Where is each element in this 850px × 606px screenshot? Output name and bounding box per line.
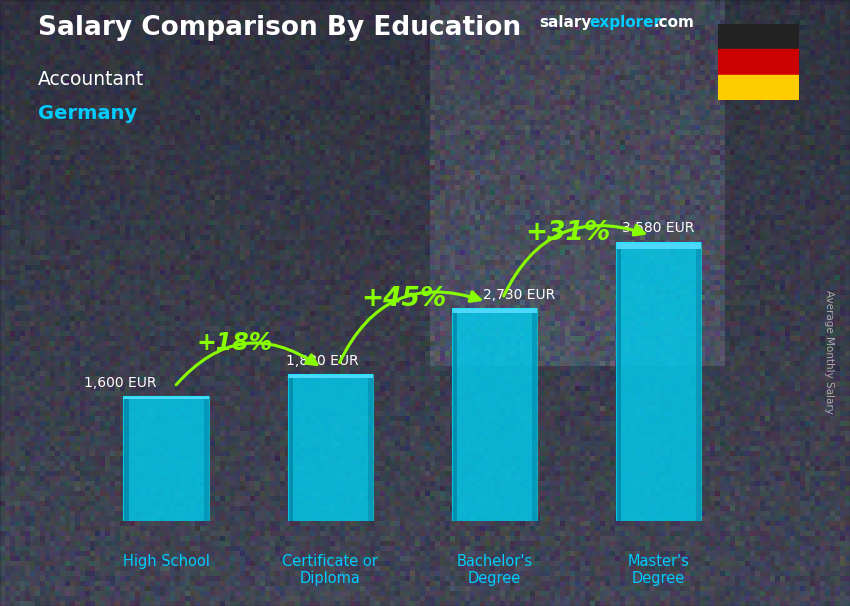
Text: 3,580 EUR: 3,580 EUR — [622, 221, 694, 235]
Text: 1,880 EUR: 1,880 EUR — [286, 354, 359, 368]
Bar — [718, 24, 799, 50]
Bar — [615, 242, 701, 248]
Text: 1,600 EUR: 1,600 EUR — [84, 376, 156, 390]
Bar — [287, 375, 292, 521]
Text: High School: High School — [122, 554, 210, 569]
Text: salary: salary — [540, 15, 592, 30]
Bar — [123, 396, 209, 521]
Text: Master's
Degree: Master's Degree — [627, 554, 689, 587]
Bar — [123, 396, 128, 521]
Text: Accountant: Accountant — [38, 70, 144, 88]
Bar — [615, 242, 701, 521]
Bar — [532, 308, 537, 521]
Text: Salary Comparison By Education: Salary Comparison By Education — [38, 15, 521, 41]
Bar — [287, 375, 373, 521]
Bar — [287, 375, 373, 521]
Text: Average Monthly Salary: Average Monthly Salary — [824, 290, 834, 413]
Text: 2,730 EUR: 2,730 EUR — [483, 288, 555, 302]
Bar — [287, 375, 373, 378]
Bar — [204, 396, 209, 521]
Bar — [451, 308, 537, 313]
Bar — [615, 242, 620, 521]
Text: Certificate or
Diploma: Certificate or Diploma — [282, 554, 378, 587]
Bar — [368, 375, 373, 521]
Bar — [718, 50, 799, 75]
Bar — [451, 308, 456, 521]
Bar — [718, 75, 799, 100]
Bar — [123, 396, 209, 521]
Text: Bachelor's
Degree: Bachelor's Degree — [456, 554, 532, 587]
Text: +45%: +45% — [361, 287, 446, 312]
Bar — [451, 308, 537, 521]
Text: explorer: explorer — [589, 15, 661, 30]
Bar — [696, 242, 701, 521]
Bar — [123, 396, 209, 399]
Text: +31%: +31% — [525, 220, 611, 246]
Bar — [451, 308, 537, 521]
Text: .com: .com — [654, 15, 694, 30]
Text: Germany: Germany — [38, 104, 138, 123]
Bar — [615, 242, 701, 521]
Text: +18%: +18% — [197, 331, 273, 355]
